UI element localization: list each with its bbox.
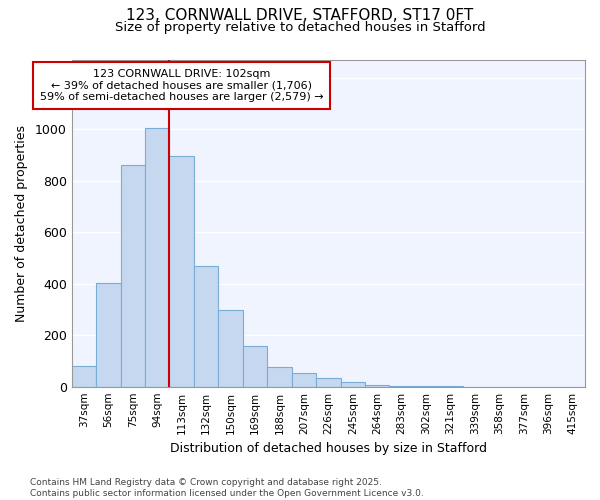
- Bar: [341, 382, 365, 386]
- Bar: [267, 368, 292, 386]
- Bar: [121, 166, 145, 386]
- Bar: [316, 378, 341, 386]
- Bar: [169, 156, 194, 386]
- Text: Contains HM Land Registry data © Crown copyright and database right 2025.
Contai: Contains HM Land Registry data © Crown c…: [30, 478, 424, 498]
- Bar: [292, 374, 316, 386]
- Y-axis label: Number of detached properties: Number of detached properties: [15, 125, 28, 322]
- Bar: [365, 384, 389, 386]
- Bar: [194, 266, 218, 386]
- Bar: [71, 366, 96, 386]
- Bar: [218, 310, 243, 386]
- Text: 123 CORNWALL DRIVE: 102sqm
← 39% of detached houses are smaller (1,706)
59% of s: 123 CORNWALL DRIVE: 102sqm ← 39% of deta…: [40, 69, 323, 102]
- Text: Size of property relative to detached houses in Stafford: Size of property relative to detached ho…: [115, 21, 485, 34]
- Text: 123, CORNWALL DRIVE, STAFFORD, ST17 0FT: 123, CORNWALL DRIVE, STAFFORD, ST17 0FT: [127, 8, 473, 22]
- Bar: [243, 346, 267, 387]
- Bar: [96, 282, 121, 387]
- Bar: [145, 128, 169, 386]
- X-axis label: Distribution of detached houses by size in Stafford: Distribution of detached houses by size …: [170, 442, 487, 455]
